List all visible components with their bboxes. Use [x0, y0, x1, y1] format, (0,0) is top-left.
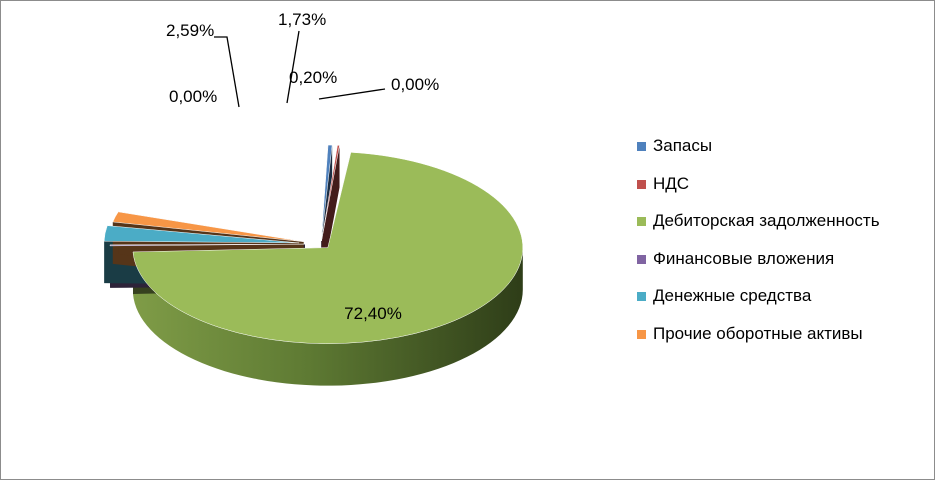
pie-slice-4 — [103, 225, 300, 244]
leader-line — [286, 30, 300, 104]
data-label: 2,59% — [166, 21, 214, 40]
data-label: 1,73% — [278, 10, 326, 29]
legend-label: Денежные средства — [653, 286, 812, 306]
data-label: 0,00% — [391, 75, 439, 94]
leader-line — [318, 88, 386, 100]
label-leader-lines — [214, 30, 386, 108]
pie-slice-1 — [321, 145, 340, 242]
legend-label: НДС — [653, 173, 690, 193]
legend-label: Прочие оборотные активы — [653, 323, 863, 343]
legend-label: Запасы — [653, 136, 713, 155]
data-label: 72,40% — [344, 304, 402, 323]
data-labels: 0,20% 0,00% 72,40% 0,00% 2,59% 1,73% — [166, 10, 439, 323]
legend-swatch — [637, 329, 646, 339]
legend-swatch — [637, 292, 646, 302]
legend-label: Дебиторская задолженность — [653, 211, 880, 231]
legend-label: Финансовые вложения — [653, 248, 835, 268]
legend-swatch — [637, 254, 646, 264]
pie-top-faces — [103, 144, 523, 344]
legend-swatch — [637, 217, 646, 227]
legend-swatch — [637, 179, 646, 189]
pie-slice-0 — [321, 144, 333, 242]
pie-slice-5 — [112, 211, 304, 242]
data-label: 0,20% — [289, 68, 337, 87]
pie-slice-3 — [109, 243, 306, 247]
pie-slice-2 — [132, 152, 523, 344]
data-label: 0,00% — [169, 87, 217, 106]
legend-swatch — [637, 142, 646, 151]
leader-line — [214, 36, 240, 108]
pie-slice-side — [132, 247, 523, 386]
